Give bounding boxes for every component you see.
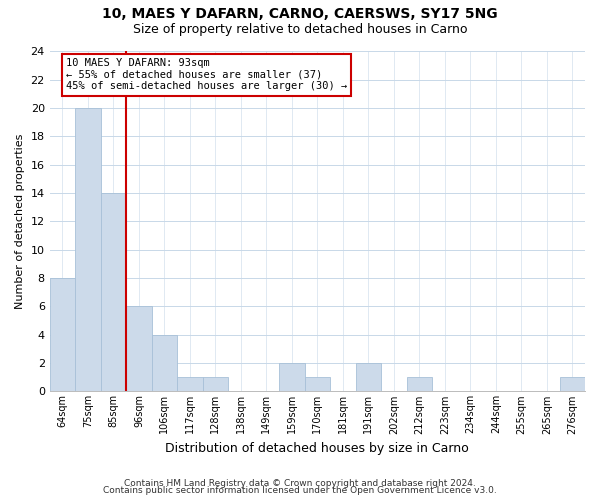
Bar (177, 377, 203, 392)
Bar (152, 334, 177, 392)
Bar (50, 278, 75, 392)
Text: Contains public sector information licensed under the Open Government Licence v3: Contains public sector information licen… (103, 486, 497, 495)
Text: 10, MAES Y DAFARN, CARNO, CAERSWS, SY17 5NG: 10, MAES Y DAFARN, CARNO, CAERSWS, SY17 … (102, 8, 498, 22)
Bar (75, 108, 101, 392)
Y-axis label: Number of detached properties: Number of detached properties (15, 134, 25, 309)
X-axis label: Distribution of detached houses by size in Carno: Distribution of detached houses by size … (166, 442, 469, 455)
Bar (560, 377, 585, 392)
Bar (305, 377, 330, 392)
Text: 10 MAES Y DAFARN: 93sqm
← 55% of detached houses are smaller (37)
45% of semi-de: 10 MAES Y DAFARN: 93sqm ← 55% of detache… (66, 58, 347, 92)
Bar (407, 377, 432, 392)
Bar (101, 193, 126, 392)
Bar (356, 363, 381, 392)
Text: Contains HM Land Registry data © Crown copyright and database right 2024.: Contains HM Land Registry data © Crown c… (124, 478, 476, 488)
Bar (279, 363, 305, 392)
Bar (126, 306, 152, 392)
Bar (203, 377, 228, 392)
Text: Size of property relative to detached houses in Carno: Size of property relative to detached ho… (133, 22, 467, 36)
